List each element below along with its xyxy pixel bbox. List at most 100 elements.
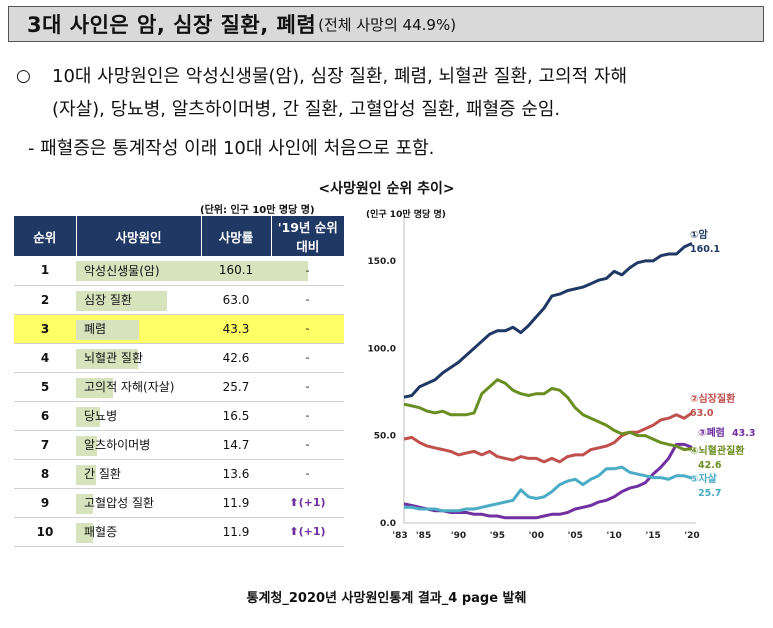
table-row: 1 악성신생물(암) 160.1 - bbox=[14, 256, 344, 286]
rate-value: 63.0 bbox=[222, 292, 250, 307]
change-value: - bbox=[305, 351, 310, 364]
x-tick-label: '10 bbox=[607, 531, 622, 541]
x-tick-label: '20 bbox=[684, 531, 699, 541]
series-line-4 bbox=[403, 378, 693, 452]
summary-line-1: 10대 사망원인은 악성신생물(암), 심장 질환, 폐렴, 뇌혈관 질환, 고… bbox=[52, 66, 628, 87]
change-value: - bbox=[305, 380, 310, 393]
cell-change: - bbox=[271, 430, 344, 460]
source-caption: 통계청_2020년 사망원인통계 결과_4 page 발췌 bbox=[246, 591, 527, 606]
rate-value: 43.3 bbox=[222, 321, 250, 336]
cell-change: - bbox=[271, 343, 344, 373]
table-row: 10 패혈증 11.9 ⬆(+1) bbox=[14, 517, 344, 547]
cell-change: - bbox=[271, 285, 344, 315]
cell-rank: 9 bbox=[14, 488, 76, 518]
series-line-2 bbox=[403, 411, 693, 464]
cause-label: 당뇨병 bbox=[84, 409, 118, 423]
series-name-label: ②심장질환 bbox=[690, 392, 736, 405]
x-tick-label: '90 bbox=[451, 531, 466, 541]
cell-change: - bbox=[271, 372, 344, 402]
table-row: 2 심장 질환 63.0 - bbox=[14, 285, 344, 315]
cell-change: - bbox=[271, 459, 344, 489]
rate-bar bbox=[76, 348, 138, 369]
cell-rank: 1 bbox=[14, 256, 76, 286]
cell-rank: 6 bbox=[14, 401, 76, 431]
cell-change: ⬆(+1) bbox=[271, 488, 344, 518]
chart-y-unit: (인구 10만 명당 명) bbox=[366, 210, 446, 220]
table-row: 3 폐렴 43.3 - bbox=[14, 314, 344, 344]
rate-value: 160.1 bbox=[218, 263, 254, 278]
rate-value: 11.9 bbox=[222, 495, 250, 510]
cause-label: 고혈압성 질환 bbox=[84, 496, 155, 510]
change-value: - bbox=[305, 263, 310, 277]
rate-bar bbox=[76, 290, 167, 311]
y-tick-label: 150.0 bbox=[368, 257, 396, 267]
cause-label: 간 질환 bbox=[84, 467, 121, 481]
rate-bar bbox=[76, 435, 97, 456]
cause-label: 심장 질환 bbox=[84, 293, 132, 307]
cause-label: 알츠하이머병 bbox=[84, 438, 151, 452]
cause-label: 폐렴 bbox=[84, 322, 107, 336]
headline-box: 3대 사인은 암, 심장 질환, 폐렴 (전체 사망의 44.9%) bbox=[8, 6, 764, 42]
cell-rate: 42.6 bbox=[201, 343, 271, 373]
cell-rank: 10 bbox=[14, 517, 76, 547]
rate-bar bbox=[76, 464, 96, 485]
rate-value: 25.7 bbox=[222, 379, 250, 394]
cell-rate: 25.7 bbox=[201, 372, 271, 402]
cell-rate: 63.0 bbox=[201, 285, 271, 315]
cell-rank: 5 bbox=[14, 372, 76, 402]
series-line-5 bbox=[404, 465, 693, 513]
cell-rank: 7 bbox=[14, 430, 76, 460]
change-value: - bbox=[305, 467, 310, 480]
series-name-label: ③폐렴 bbox=[698, 426, 725, 439]
cell-change: ⬆(+1) bbox=[271, 517, 344, 547]
cause-label: 악성신생물(암) bbox=[84, 263, 160, 278]
cell-rate: 16.5 bbox=[201, 401, 271, 431]
y-tick-label: 0.0 bbox=[380, 519, 396, 529]
cell-rate: 11.9 bbox=[201, 517, 271, 547]
change-value: - bbox=[305, 409, 310, 422]
rate-value: 16.5 bbox=[222, 408, 250, 423]
cell-rate: 43.3 bbox=[201, 314, 271, 344]
change-value: ⬆(+1) bbox=[289, 496, 326, 509]
table-unit-note: (단위: 인구 10만 명당 명) bbox=[200, 205, 315, 216]
cell-rate: 160.1 bbox=[201, 256, 271, 286]
series-end-value-label: 25.7 bbox=[698, 488, 721, 499]
rate-bar bbox=[76, 319, 139, 340]
cell-cause: 패혈증 bbox=[76, 517, 201, 547]
series-end-value-label: 63.0 bbox=[690, 408, 714, 419]
x-tick-label: '83 bbox=[392, 531, 407, 541]
cell-rate: 13.6 bbox=[201, 459, 271, 489]
cell-cause: 심장 질환 bbox=[76, 285, 201, 315]
rate-bar bbox=[76, 493, 93, 514]
series-name-label: ④뇌혈관질환 bbox=[690, 444, 745, 457]
summary-note: - 패혈증은 통계작성 이래 10대 사인에 처음으로 포함. bbox=[28, 138, 435, 159]
bullet-marker: ○ bbox=[16, 66, 31, 86]
x-tick-label: '95 bbox=[490, 531, 505, 541]
cause-label: 고의적 자해(자살) bbox=[84, 380, 175, 394]
cell-change: - bbox=[271, 314, 344, 344]
change-value: ⬆(+1) bbox=[289, 525, 326, 538]
table-row: 5 고의적 자해(자살) 25.7 - bbox=[14, 372, 344, 402]
cell-rank: 2 bbox=[14, 285, 76, 315]
cell-rank: 8 bbox=[14, 459, 76, 489]
headline-subtitle: (전체 사망의 44.9%) bbox=[318, 15, 457, 34]
cell-rate: 11.9 bbox=[201, 488, 271, 518]
cell-cause: 고혈압성 질환 bbox=[76, 488, 201, 518]
header-change: '19년 순위 대비 bbox=[271, 216, 344, 256]
summary-bullet: ○ 10대 사망원인은 악성신생물(암), 심장 질환, 폐렴, 뇌혈관 질환,… bbox=[16, 60, 766, 126]
cell-cause: 간 질환 bbox=[76, 459, 201, 489]
series-end-value-label: 43.3 bbox=[732, 428, 755, 439]
cell-cause: 알츠하이머병 bbox=[76, 430, 201, 460]
cause-label: 패혈증 bbox=[84, 525, 118, 539]
table-row: 7 알츠하이머병 14.7 - bbox=[14, 430, 344, 460]
cell-cause: 뇌혈관 질환 bbox=[76, 343, 201, 373]
change-value: - bbox=[305, 322, 310, 335]
cell-cause: 고의적 자해(자살) bbox=[76, 372, 201, 402]
y-tick-label: 100.0 bbox=[368, 344, 396, 354]
summary-line-2: (자살), 당뇨병, 알츠하이머병, 간 질환, 고혈압성 질환, 패혈증 순임… bbox=[52, 99, 561, 120]
x-tick-label: '05 bbox=[568, 531, 583, 541]
cell-rank: 3 bbox=[14, 314, 76, 344]
rate-value: 13.6 bbox=[222, 466, 250, 481]
figure-title: <사망원인 순위 추이> bbox=[318, 181, 455, 197]
trend-line-chart: 0.0 50.0 100.0 150.0 '83 '85 '90 '95 '00 '05 '10 '1… bbox=[368, 216, 755, 541]
